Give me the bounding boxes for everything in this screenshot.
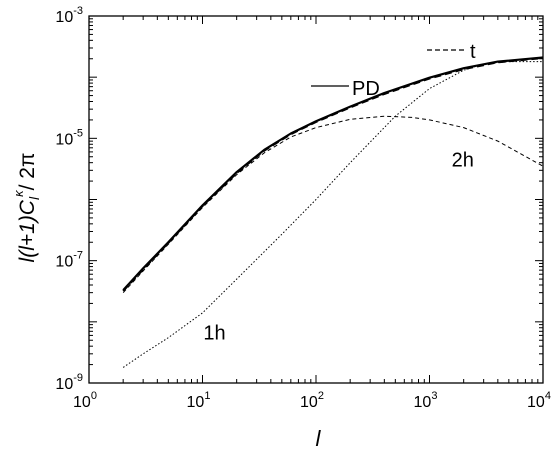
y-axis-label: l(l+1)Clκ/ 2π [11, 153, 42, 263]
x-tick-label-exp: 3 [431, 390, 437, 402]
series-line-t [122, 57, 544, 292]
series-line-2h [122, 115, 544, 293]
annotation-1h: 1h [203, 322, 225, 344]
y-tick-label: 10-7 [55, 250, 83, 271]
x-tick-label: 100 [73, 390, 97, 411]
y-axis-label-sup: κ [11, 189, 26, 197]
x-tick-label: 104 [527, 390, 551, 411]
y-tick-label-base: 10 [55, 131, 73, 148]
x-tick-label-base: 10 [187, 394, 205, 411]
x-tick-label-base: 10 [300, 394, 318, 411]
y-tick-label-base: 10 [55, 254, 73, 271]
legend-label-pd: PD [352, 78, 380, 100]
y-axis-label-main: l(l+1)C [16, 199, 39, 262]
y-tick-label-exp: -3 [73, 5, 83, 17]
x-tick-label-base: 10 [73, 394, 91, 411]
y-axis-label-sub: l [26, 196, 42, 200]
y-tick-label-exp: -7 [73, 250, 83, 262]
x-tick-label-exp: 1 [204, 390, 210, 402]
y-tick-label-exp: -5 [73, 127, 83, 139]
x-axis-label: l [316, 426, 322, 451]
legend-label-t: t [470, 41, 476, 63]
ticks-layer [88, 15, 544, 384]
y-tick-label: 10-5 [55, 127, 83, 148]
series-line-1h [122, 61, 543, 368]
series-layer [122, 56, 544, 368]
y-tick-label: 10-3 [55, 5, 83, 26]
x-tick-label: 101 [187, 390, 211, 411]
x-tick-label-base: 10 [414, 394, 432, 411]
x-tick-label-exp: 0 [91, 390, 97, 402]
y-tick-label: 10-9 [55, 372, 83, 393]
series-line-pd [122, 56, 544, 291]
x-tick-label-base: 10 [527, 394, 545, 411]
y-tick-label-base: 10 [55, 376, 73, 393]
x-tick-label: 102 [300, 390, 324, 411]
x-tick-label-exp: 2 [318, 390, 324, 402]
y-tick-label-base: 10 [55, 9, 73, 26]
x-tick-label: 103 [414, 390, 438, 411]
x-tick-label-exp: 4 [545, 390, 551, 402]
y-axis-label-tail: / 2π [16, 153, 39, 191]
y-tick-label-exp: -9 [73, 372, 83, 384]
annotation-2h: 2h [452, 150, 474, 172]
